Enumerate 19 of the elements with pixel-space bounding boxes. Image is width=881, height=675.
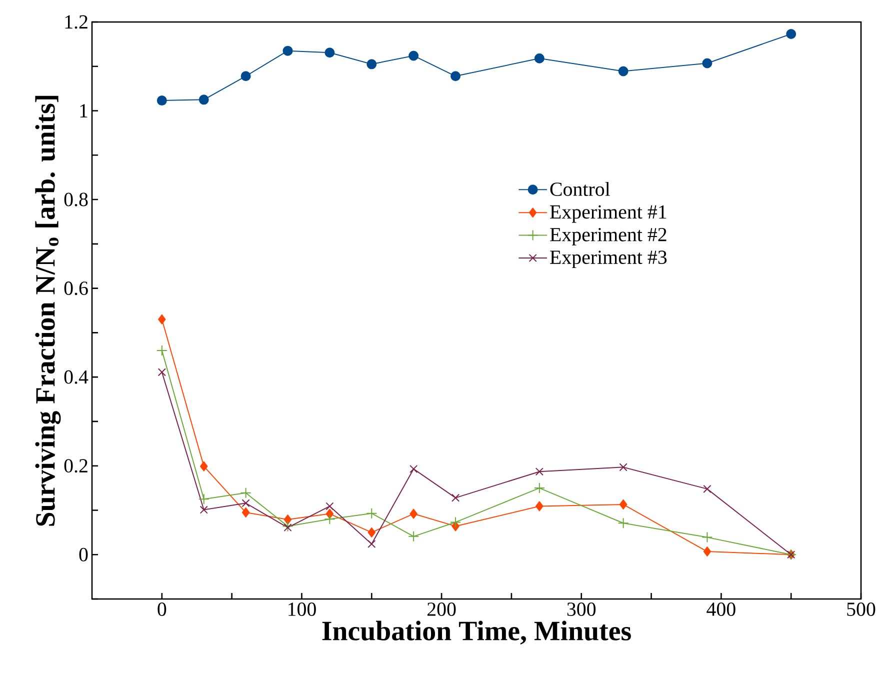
y-tick-label: 0.8 bbox=[64, 192, 88, 206]
y-tick-label: 1.2 bbox=[65, 15, 88, 29]
x-tick-label: 300 bbox=[567, 602, 596, 616]
x-tick-label: 0 bbox=[158, 602, 166, 616]
x-tick-label: 400 bbox=[706, 602, 736, 616]
y-tick-label: 0 bbox=[79, 548, 88, 562]
y-axis-title: Surviving Fraction N/N$_{o}$ [arb. units] bbox=[35, 96, 61, 526]
y-tick-label: 1 bbox=[80, 104, 88, 118]
x-tick-label: 500 bbox=[847, 602, 876, 616]
y-tick-label: 0.2 bbox=[64, 459, 88, 473]
legend-label: Experiment #2 bbox=[550, 228, 666, 246]
x-tick-label: 100 bbox=[288, 602, 316, 616]
y-tick-label: 0.4 bbox=[64, 370, 88, 384]
x-axis-title: Incubation Time, Minutes bbox=[322, 620, 631, 644]
legend-label: Experiment #3 bbox=[550, 250, 667, 268]
y-tick-label: 0.6 bbox=[64, 282, 88, 296]
legend-label: Experiment #1 bbox=[550, 205, 666, 223]
legend-label: Control bbox=[550, 182, 610, 196]
x-tick-label: 200 bbox=[427, 602, 456, 616]
